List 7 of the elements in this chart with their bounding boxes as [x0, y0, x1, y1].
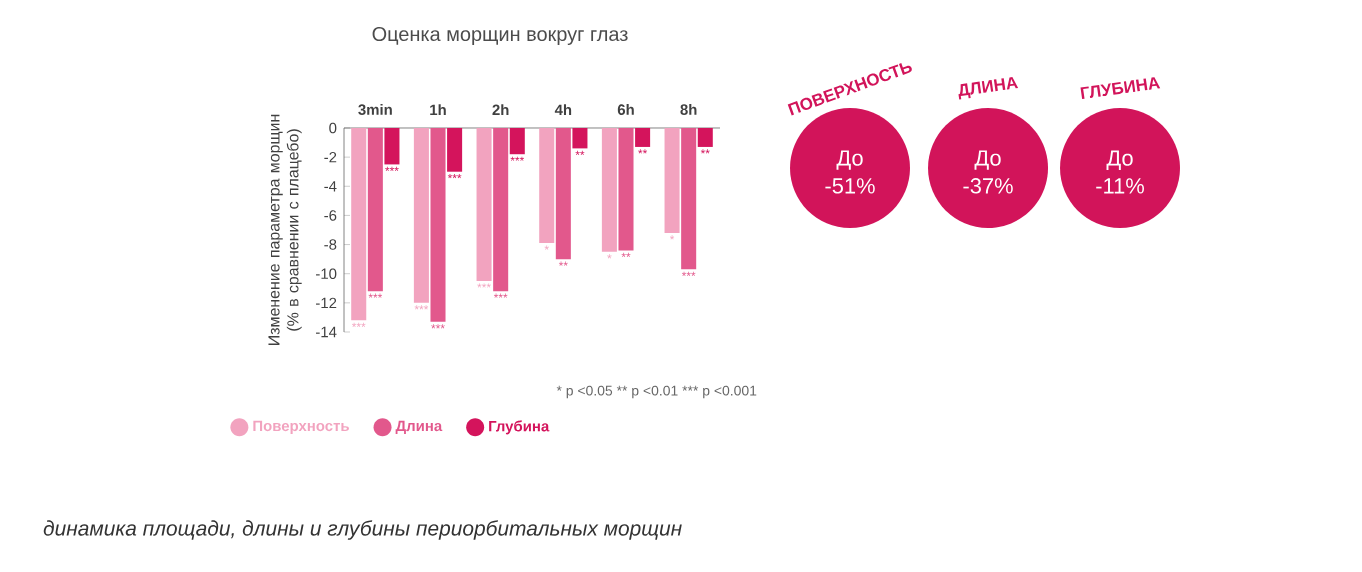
- text: динамика площади, длины и глубины периорбитальных морщин: [43, 520, 682, 540]
- text: До -37%: [963, 150, 1013, 194]
- category-label: ГЛУБИНА: [1080, 77, 1161, 100]
- text: До -11%: [1096, 150, 1144, 194]
- text: До -51%: [825, 150, 875, 194]
- chart-title: Оценка морщин вокруг глаз: [372, 26, 628, 46]
- category-label: ДЛИНА: [958, 76, 1019, 100]
